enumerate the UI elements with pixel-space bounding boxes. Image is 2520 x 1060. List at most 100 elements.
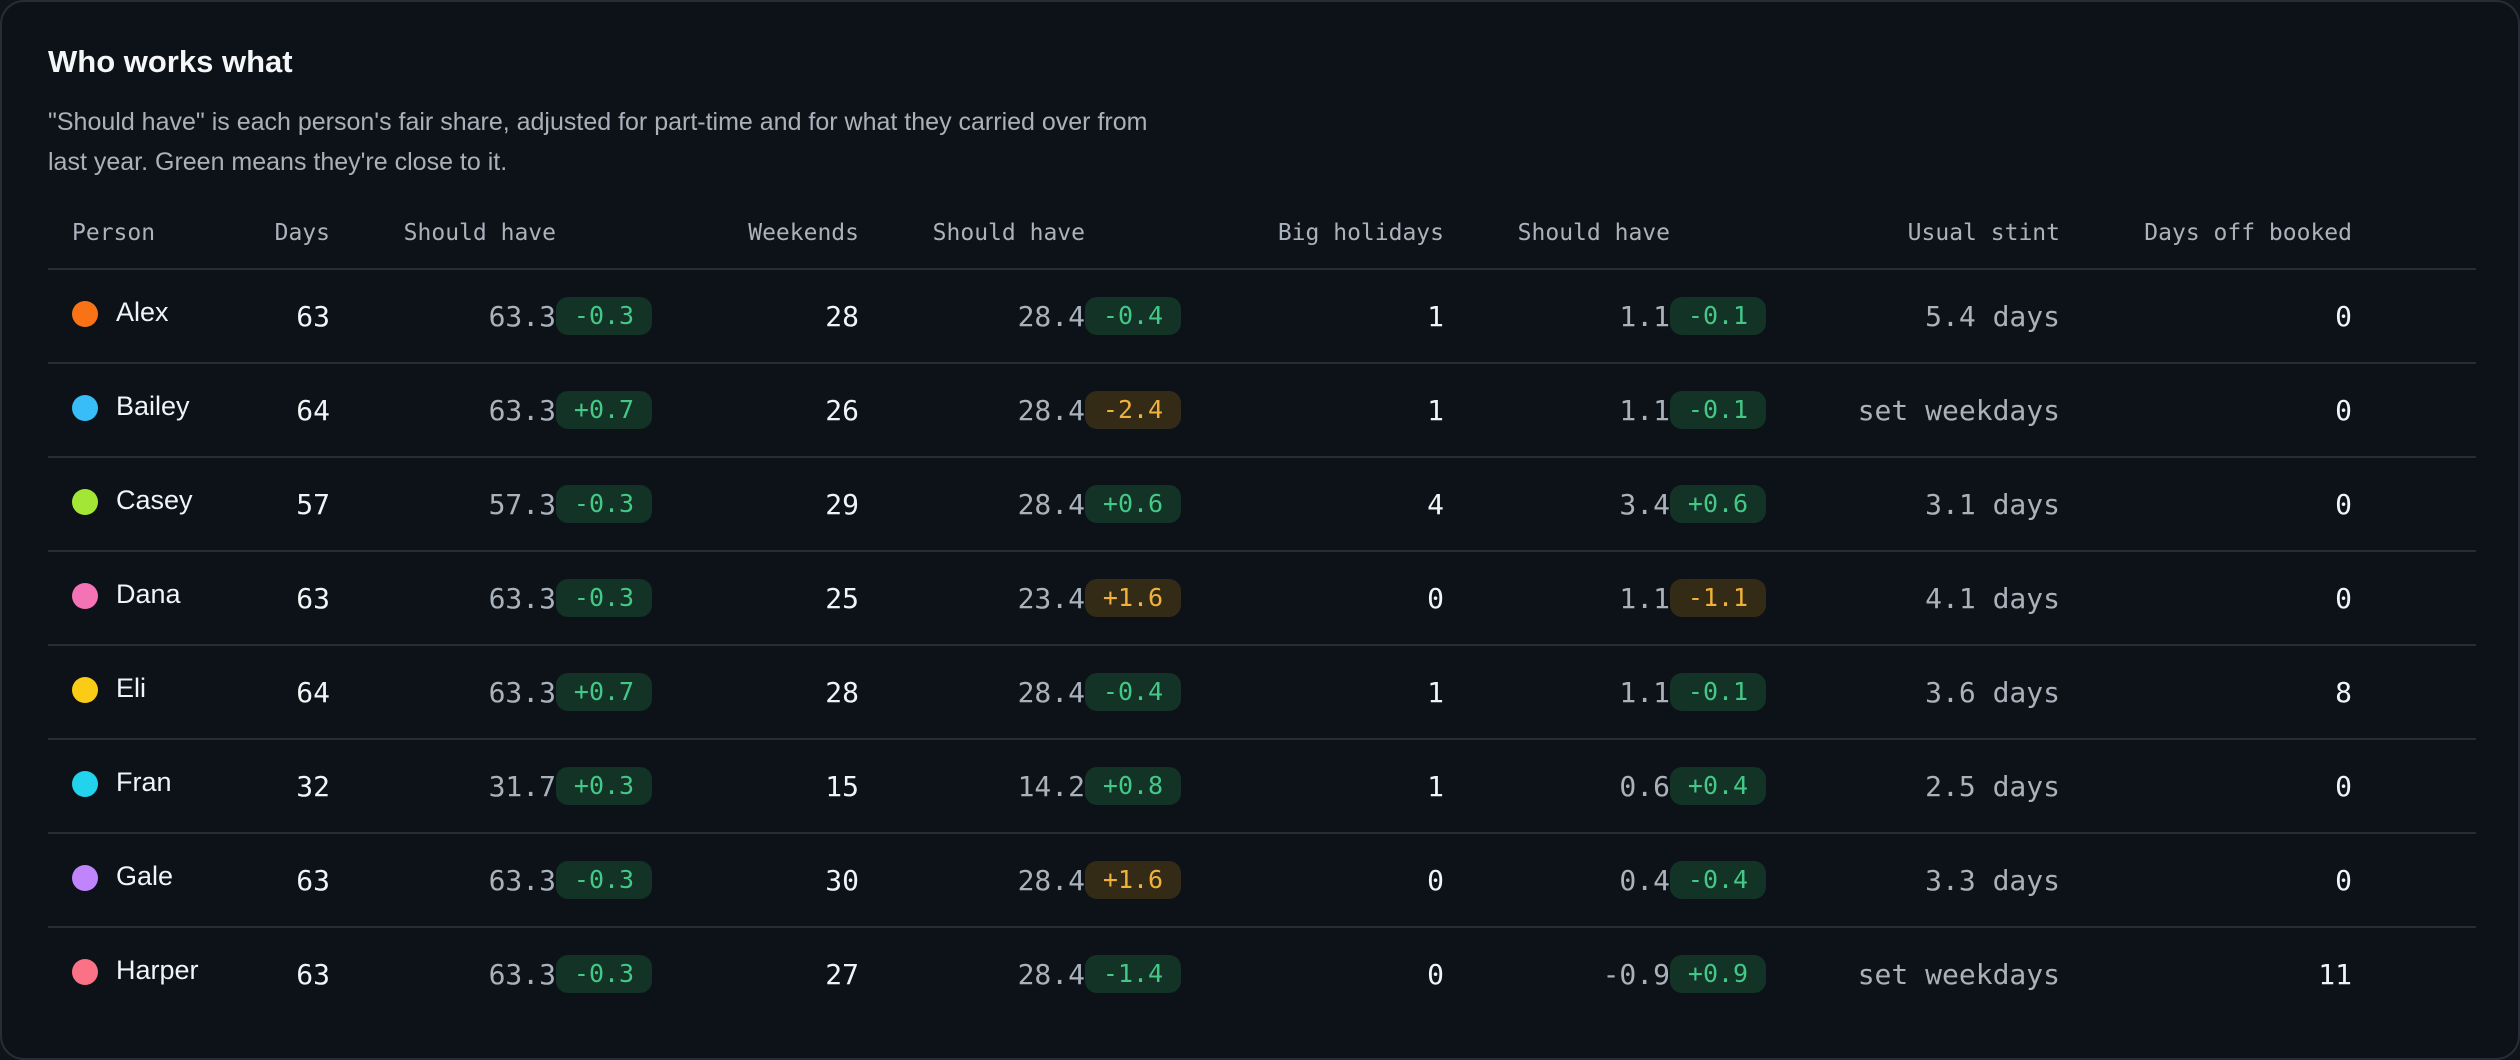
big-holidays-value: 4 [1146,457,1444,552]
days-delta-cell: -0.3 [556,927,652,1020]
weekends-value: 27 [825,957,859,991]
weekends-should-have-value: 28.4 [859,269,1085,364]
row-spacer [2352,269,2476,364]
weekends-delta-cell: -0.4 [1085,645,1181,740]
days-off-booked-value: 11 [2318,957,2352,991]
weekends-value: 29 [617,457,859,552]
person-color-dot-icon [72,865,98,891]
col-header-weekends-delta [1085,198,1146,270]
weekends-delta-badge: -0.4 [1085,297,1181,335]
weekends-delta-badge: -0.4 [1085,673,1181,711]
holidays-should-have-value: 0.4 [1444,833,1670,928]
usual-stint-value: 3.1 days [1731,457,2060,552]
weekends-should-have-value: 14.2 [859,739,1085,834]
holidays-delta-cell: -0.1 [1670,269,1766,364]
holidays-delta-badge: +0.6 [1670,485,1766,523]
table-row: Harper 63 63.3 -0.3 27 28.4 -1.4 0 -0.9 +0.9 set w… [48,927,2476,1020]
person-identity: Harper [72,955,208,986]
person-name: Bailey [116,390,190,421]
weekends-value: 25 [617,551,859,646]
days-should-have-value: 63.3 [488,957,556,991]
person-cell: Fran [48,739,208,834]
person-cell: Eli [48,645,208,740]
big-holidays-value: 0 [1146,551,1444,646]
holidays-delta-cell: +0.9 [1670,927,1766,1020]
person-color-dot-icon [72,959,98,985]
row-spacer [2352,551,2476,646]
row-spacer [2352,833,2476,928]
weekends-delta-cell: -0.4 [1085,269,1181,364]
weekends-delta-badge: -1.4 [1085,955,1181,993]
days-delta-badge: -0.3 [556,955,652,993]
big-holidays-value: 1 [1146,363,1444,458]
person-identity: Bailey [72,391,208,422]
person-color-dot-icon [72,771,98,797]
holidays-delta-badge: -0.1 [1670,673,1766,711]
days-off-booked-value: 0 [2060,269,2352,364]
big-holidays-value: 1 [1146,269,1444,364]
row-spacer [2352,927,2476,1020]
holidays-delta-cell: +0.4 [1670,739,1766,834]
table-row: Bailey 64 63.3 +0.7 26 28.4 -2.4 1 1.1 -0.1 set we… [48,363,2476,458]
days-should-have-value: 63.3 [330,551,556,646]
usual-stint-value: 5.4 days [1731,269,2060,364]
person-identity: Casey [72,485,208,516]
days-delta-cell: -0.3 [556,551,652,646]
weekends-delta-cell: -2.4 [1085,363,1181,458]
col-header-days: Days [208,198,330,270]
col-header-days-off-booked: Days off booked [2060,198,2352,270]
days-delta-cell: -0.3 [556,833,652,928]
person-identity: Fran [72,767,208,798]
days-should-have-value: 63.3 [330,833,556,928]
person-identity: Gale [72,861,208,892]
person-color-dot-icon [72,489,98,515]
person-color-dot-icon [72,677,98,703]
usual-stint-value: 4.1 days [1731,551,2060,646]
person-cell: Harper [48,927,208,1020]
weekends-should-have-value: 28.4 [859,363,1085,458]
days-off-booked-value: 0 [2060,457,2352,552]
big-holidays-value: 0 [1427,957,1444,991]
holidays-should-have-value: 1.1 [1444,269,1670,364]
holidays-delta-cell: -0.4 [1670,833,1766,928]
person-identity: Eli [72,673,208,704]
weekends-value: 26 [617,363,859,458]
card-title: Who works what [48,44,293,79]
holidays-should-have-value: 1.1 [1444,551,1670,646]
holidays-should-have-value: 1.1 [1444,363,1670,458]
row-spacer [2352,457,2476,552]
days-delta-badge: -0.3 [556,579,652,617]
person-cell: Bailey [48,363,208,458]
holidays-delta-badge: +0.4 [1670,767,1766,805]
days-off-booked-value: 0 [2060,551,2352,646]
weekends-delta-badge: +1.6 [1085,861,1181,899]
col-header-weekends: Weekends [617,198,859,270]
person-color-dot-icon [72,395,98,421]
days-value: 63 [208,833,330,928]
weekends-delta-cell: +1.6 [1085,551,1181,646]
weekends-delta-badge: +0.8 [1085,767,1181,805]
table-row: Gale 63 63.3 -0.3 30 28.4 +1.6 0 0.4 -0.4 3.3 days… [48,833,2476,928]
col-header-holidays-should-have: Should have [1444,198,1670,270]
days-should-have-value: 63.3 [330,645,556,740]
big-holidays-value: 1 [1146,739,1444,834]
col-header-usual-stint: Usual stint [1731,198,2060,270]
table-row: Eli 64 63.3 +0.7 28 28.4 -0.4 1 1.1 -0.1 3.6 days 8 [48,645,2476,740]
days-delta-cell: +0.7 [556,645,652,740]
row-spacer [2352,363,2476,458]
days-value: 63 [208,551,330,646]
days-delta-cell: -0.3 [556,269,652,364]
holidays-should-have-value: 1.1 [1444,645,1670,740]
person-cell: Dana [48,551,208,646]
holidays-delta-cell: -0.1 [1670,645,1766,740]
person-name: Dana [116,578,181,609]
table-row: Dana 63 63.3 -0.3 25 23.4 +1.6 0 1.1 -1.1 4.1 days… [48,551,2476,646]
days-delta-badge: -0.3 [556,861,652,899]
holidays-delta-cell: -1.1 [1670,551,1766,646]
weekends-delta-cell: -1.4 [1085,927,1181,1020]
person-cell: Gale [48,833,208,928]
row-spacer [2352,645,2476,740]
big-holidays-value: 0 [1146,833,1444,928]
person-cell: Alex [48,269,208,364]
